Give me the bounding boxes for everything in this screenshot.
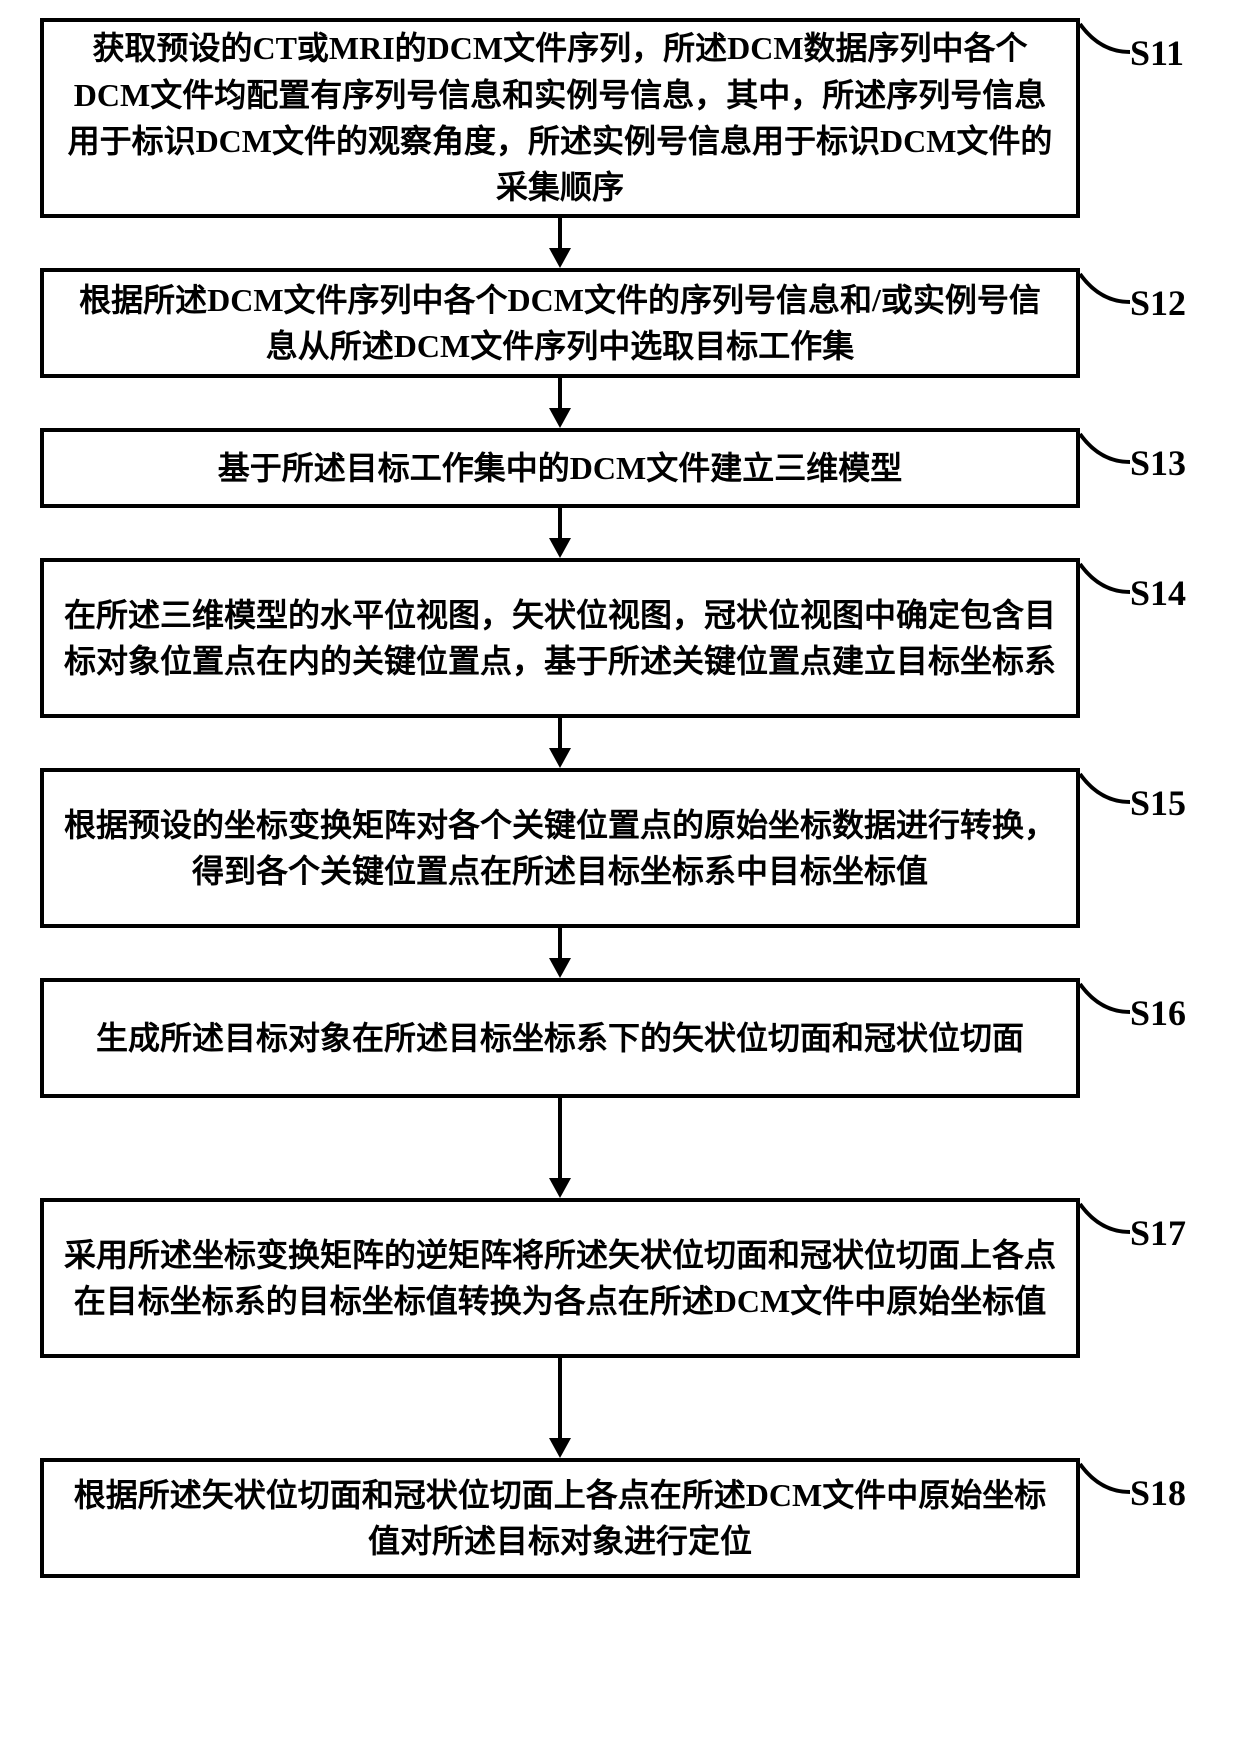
step-label-s16: S16 xyxy=(1130,992,1186,1034)
step-label-s13: S13 xyxy=(1130,442,1186,484)
flow-step-s17: 采用所述坐标变换矩阵的逆矩阵将所述矢状位切面和冠状位切面上各点在目标坐标系的目标… xyxy=(40,1198,1080,1358)
arrow-head xyxy=(549,538,571,558)
step-label-s12: S12 xyxy=(1130,282,1186,324)
arrow-line xyxy=(558,1098,562,1180)
flowchart-canvas: 获取预设的CT或MRI的DCM文件序列，所述DCM数据序列中各个DCM文件均配置… xyxy=(0,0,1240,1746)
flow-step-text: 采用所述坐标变换矩阵的逆矩阵将所述矢状位切面和冠状位切面上各点在目标坐标系的目标… xyxy=(64,1232,1056,1325)
arrow-line xyxy=(558,1358,562,1440)
step-label-s18: S18 xyxy=(1130,1472,1186,1514)
flow-step-text: 生成所述目标对象在所述目标坐标系下的矢状位切面和冠状位切面 xyxy=(96,1015,1024,1061)
flow-step-s16: 生成所述目标对象在所述目标坐标系下的矢状位切面和冠状位切面 xyxy=(40,978,1080,1098)
arrow-line xyxy=(558,718,562,750)
flow-step-text: 根据所述DCM文件序列中各个DCM文件的序列号信息和/或实例号信息从所述DCM文… xyxy=(64,277,1056,370)
flow-step-s14: 在所述三维模型的水平位视图，矢状位视图，冠状位视图中确定包含目标对象位置点在内的… xyxy=(40,558,1080,718)
flow-step-s15: 根据预设的坐标变换矩阵对各个关键位置点的原始坐标数据进行转换，得到各个关键位置点… xyxy=(40,768,1080,928)
step-label-s14: S14 xyxy=(1130,572,1186,614)
arrow-line xyxy=(558,508,562,540)
arrow-head xyxy=(549,248,571,268)
arrow-head xyxy=(549,748,571,768)
flow-step-s11: 获取预设的CT或MRI的DCM文件序列，所述DCM数据序列中各个DCM文件均配置… xyxy=(40,18,1080,218)
flow-step-s12: 根据所述DCM文件序列中各个DCM文件的序列号信息和/或实例号信息从所述DCM文… xyxy=(40,268,1080,378)
arrow-line xyxy=(558,928,562,960)
arrow-head xyxy=(549,1438,571,1458)
arrow-head xyxy=(549,1178,571,1198)
arrow-line xyxy=(558,218,562,250)
step-label-s15: S15 xyxy=(1130,782,1186,824)
flow-step-s18: 根据所述矢状位切面和冠状位切面上各点在所述DCM文件中原始坐标值对所述目标对象进… xyxy=(40,1458,1080,1578)
flow-step-text: 在所述三维模型的水平位视图，矢状位视图，冠状位视图中确定包含目标对象位置点在内的… xyxy=(64,592,1056,685)
step-label-s17: S17 xyxy=(1130,1212,1186,1254)
flow-step-text: 基于所述目标工作集中的DCM文件建立三维模型 xyxy=(218,445,902,491)
arrow-head xyxy=(549,408,571,428)
step-label-s11: S11 xyxy=(1130,32,1184,74)
flow-step-text: 根据预设的坐标变换矩阵对各个关键位置点的原始坐标数据进行转换，得到各个关键位置点… xyxy=(64,802,1056,895)
arrow-head xyxy=(549,958,571,978)
flow-step-s13: 基于所述目标工作集中的DCM文件建立三维模型 xyxy=(40,428,1080,508)
flow-step-text: 获取预设的CT或MRI的DCM文件序列，所述DCM数据序列中各个DCM文件均配置… xyxy=(64,25,1056,211)
flow-step-text: 根据所述矢状位切面和冠状位切面上各点在所述DCM文件中原始坐标值对所述目标对象进… xyxy=(64,1472,1056,1565)
arrow-line xyxy=(558,378,562,410)
